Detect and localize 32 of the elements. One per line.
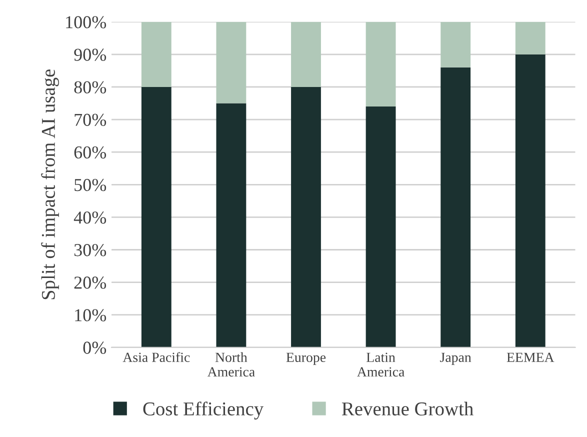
x-tick-label: Europe	[286, 352, 326, 365]
y-tick-label: 50%	[74, 178, 106, 192]
bar	[141, 86, 172, 348]
legend-label: Cost Efficiency	[143, 402, 264, 420]
y-tick-label: 0%	[83, 342, 106, 354]
bar	[366, 106, 396, 348]
x-tick-label: Asia Pacific	[122, 352, 190, 362]
x-tick-label: Japan	[440, 352, 472, 365]
bar	[515, 22, 546, 54]
legend-label: Revenue Growth	[342, 402, 474, 416]
y-tick-label: 10%	[75, 309, 106, 322]
bar	[440, 22, 471, 68]
y-tick-label: 90%	[74, 48, 106, 61]
bar	[366, 22, 396, 106]
y-tick-label: 70%	[74, 114, 106, 126]
bar	[216, 103, 246, 348]
x-tick-label: Latin America	[357, 352, 405, 377]
bar	[141, 22, 172, 87]
bar	[216, 22, 246, 104]
y-tick-label: 40%	[74, 211, 106, 224]
bar	[440, 67, 471, 348]
y-tick-label: 20%	[74, 276, 106, 289]
y-tick-label: 80%	[74, 81, 106, 94]
y-axis-title: Split of impact from AI usage	[41, 69, 59, 300]
x-tick-label: EEMEA	[506, 352, 554, 362]
y-tick-label: 60%	[74, 146, 106, 159]
bar	[291, 22, 321, 87]
x-tick-label: North America	[207, 352, 255, 377]
bar	[291, 86, 321, 348]
y-tick-label: 100%	[66, 16, 106, 28]
bar	[515, 54, 546, 348]
y-tick-label: 30%	[74, 244, 106, 256]
